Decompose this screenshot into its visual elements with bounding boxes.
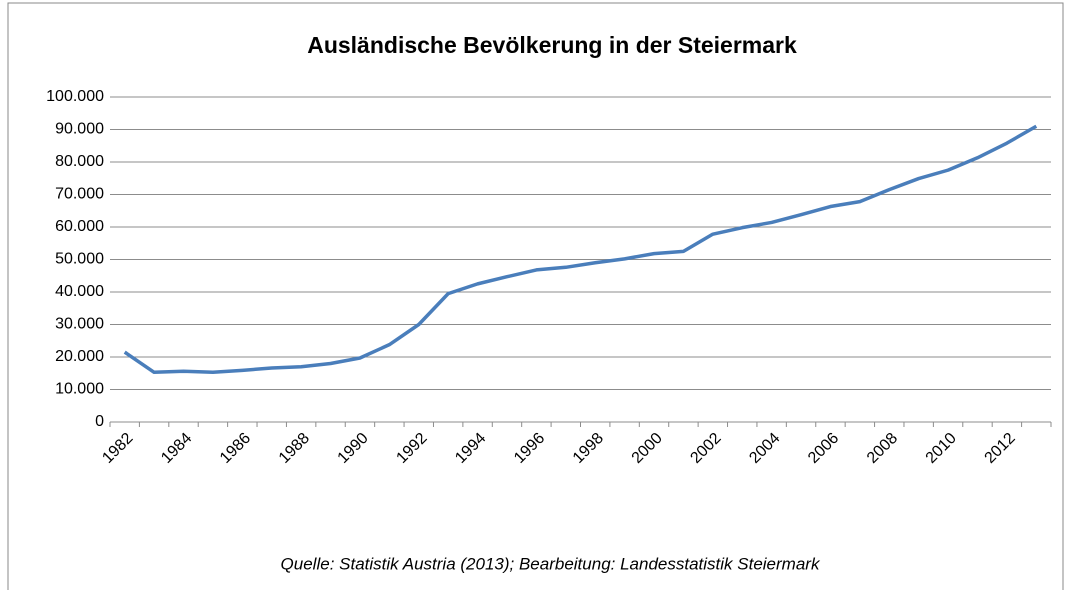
y-tick-label: 90.000 — [55, 121, 104, 138]
y-tick-label: 40.000 — [55, 283, 104, 300]
chart-border — [7, 2, 1064, 595]
source-note: Quelle: Statistik Austria (2013); Bearbe… — [281, 554, 821, 573]
y-tick-label: 10.000 — [55, 381, 104, 398]
y-tick-label: 20.000 — [55, 348, 104, 365]
y-tick-label: 80.000 — [55, 153, 104, 170]
chart-title: Ausländische Bevölkerung in der Steierma… — [307, 32, 797, 58]
y-tick-label: 70.000 — [55, 186, 104, 203]
data-line — [123, 124, 1038, 375]
y-tick-label: 50.000 — [55, 251, 104, 268]
y-tick-label: 100.000 — [46, 88, 104, 105]
y-tick-label: 0 — [95, 413, 104, 430]
y-tick-label: 60.000 — [55, 218, 104, 235]
y-tick-label: 30.000 — [55, 316, 104, 333]
